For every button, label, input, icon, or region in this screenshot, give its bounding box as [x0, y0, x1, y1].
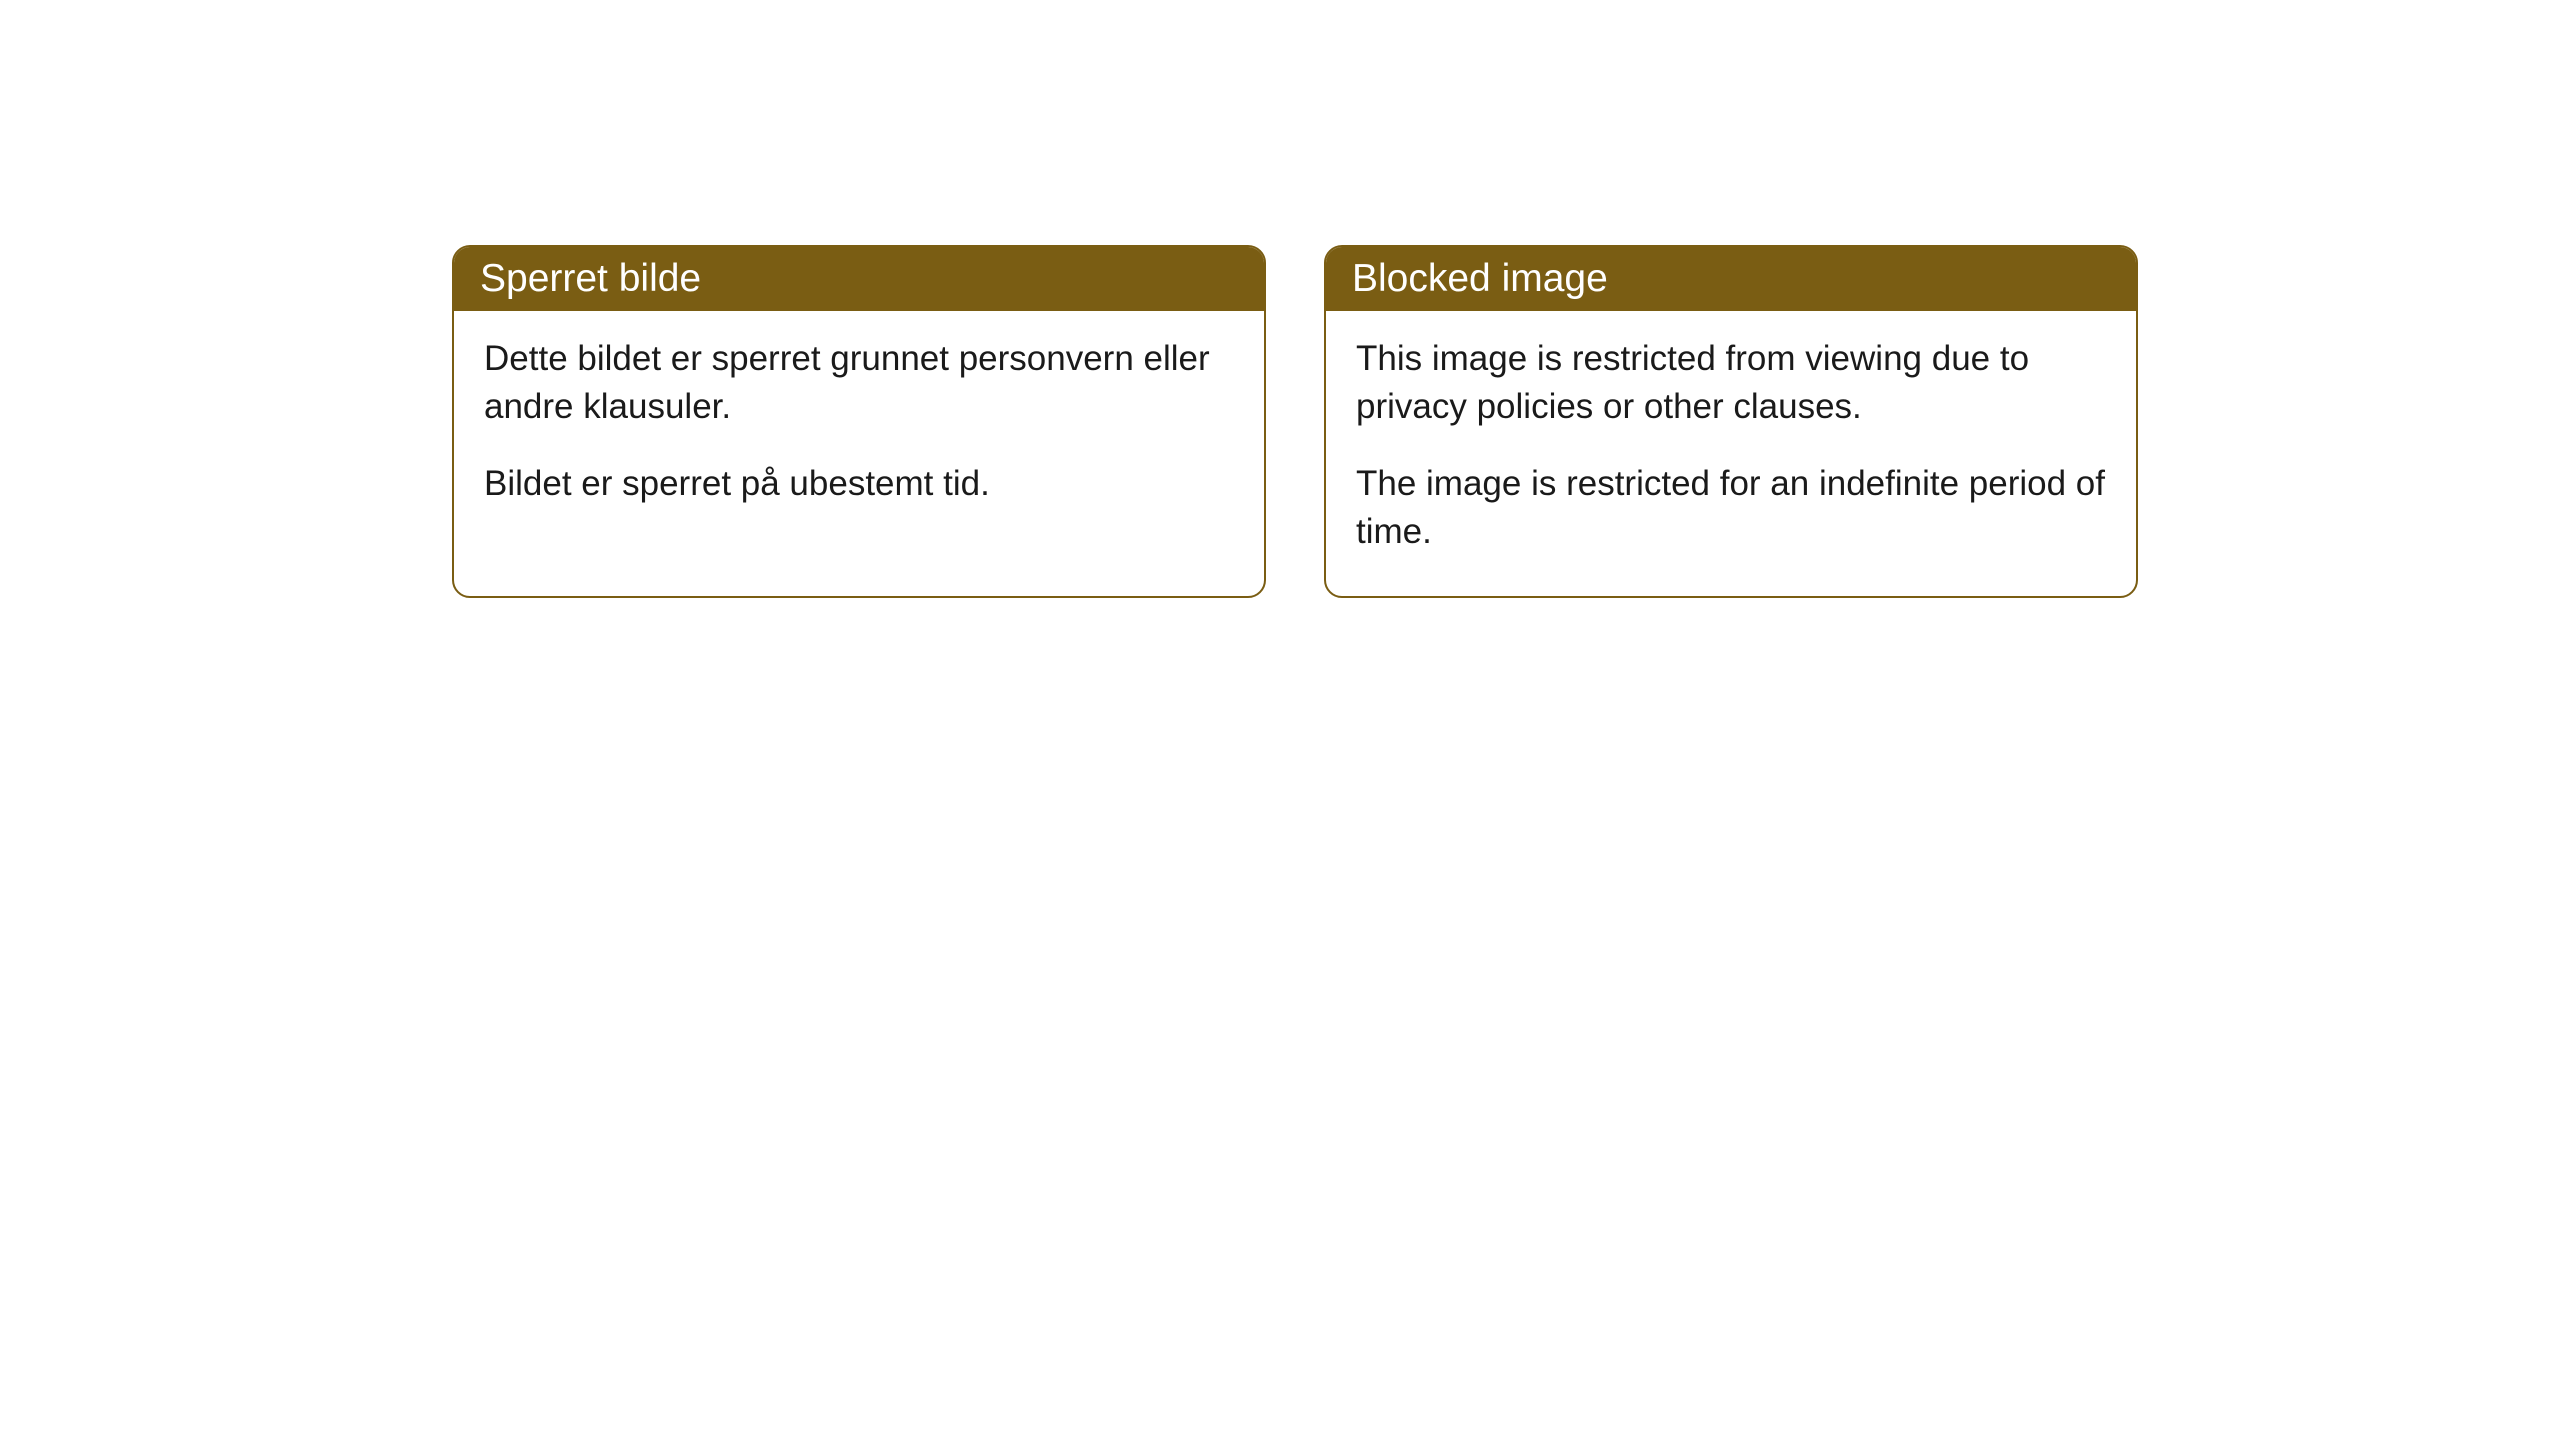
notice-header-norwegian: Sperret bilde — [454, 247, 1264, 311]
notice-title: Blocked image — [1352, 257, 1608, 300]
notice-text-line1: Dette bildet er sperret grunnet personve… — [484, 335, 1234, 432]
notice-card-norwegian: Sperret bilde Dette bildet er sperret gr… — [452, 245, 1266, 598]
notice-text-line1: This image is restricted from viewing du… — [1356, 335, 2106, 432]
notice-text-line2: The image is restricted for an indefinit… — [1356, 460, 2106, 557]
notice-card-english: Blocked image This image is restricted f… — [1324, 245, 2138, 598]
notice-cards-container: Sperret bilde Dette bildet er sperret gr… — [452, 245, 2138, 598]
notice-text-line2: Bildet er sperret på ubestemt tid. — [484, 460, 1234, 508]
notice-body-english: This image is restricted from viewing du… — [1326, 311, 2136, 596]
notice-body-norwegian: Dette bildet er sperret grunnet personve… — [454, 311, 1264, 548]
notice-title: Sperret bilde — [480, 257, 701, 300]
notice-header-english: Blocked image — [1326, 247, 2136, 311]
